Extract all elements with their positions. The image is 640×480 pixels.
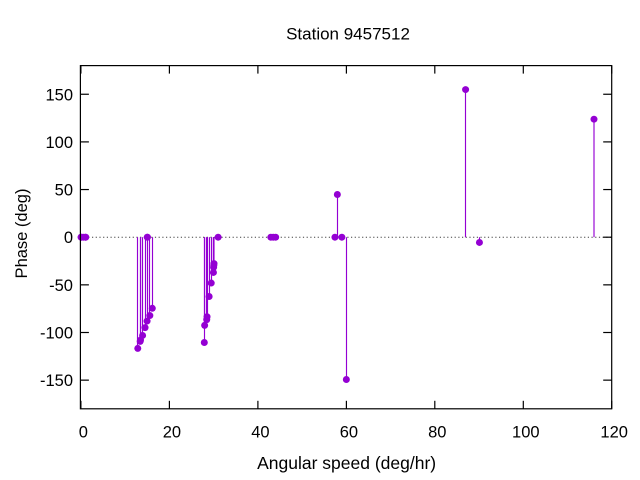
svg-text:0: 0 xyxy=(64,229,73,247)
svg-text:40: 40 xyxy=(251,424,269,442)
svg-text:100: 100 xyxy=(512,424,540,442)
svg-text:Phase (deg): Phase (deg) xyxy=(13,189,31,279)
svg-text:-50: -50 xyxy=(49,277,73,295)
svg-text:100: 100 xyxy=(45,134,73,152)
svg-text:Station 9457512: Station 9457512 xyxy=(286,24,410,43)
svg-text:150: 150 xyxy=(45,86,73,104)
svg-text:80: 80 xyxy=(428,424,446,442)
svg-text:-100: -100 xyxy=(40,325,73,343)
svg-text:Angular speed (deg/hr): Angular speed (deg/hr) xyxy=(257,453,436,473)
svg-text:-150: -150 xyxy=(40,372,73,390)
svg-text:20: 20 xyxy=(163,424,181,442)
svg-text:50: 50 xyxy=(55,182,73,200)
svg-text:0: 0 xyxy=(79,424,88,442)
svg-text:120: 120 xyxy=(600,424,628,442)
svg-text:60: 60 xyxy=(340,424,358,442)
